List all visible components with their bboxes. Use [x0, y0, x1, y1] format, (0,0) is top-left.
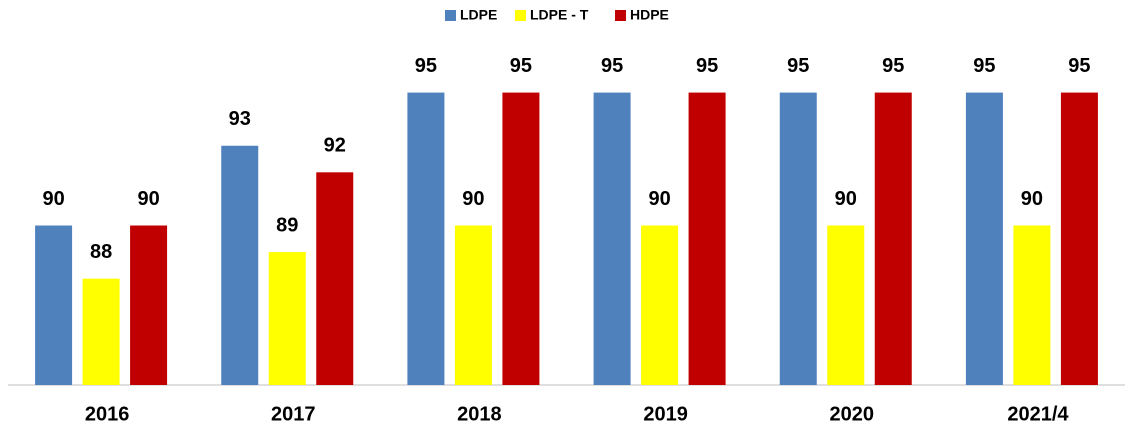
bar	[1013, 225, 1051, 385]
bar	[454, 225, 492, 385]
bar	[779, 92, 817, 385]
legend-swatch	[515, 10, 526, 21]
data-label: 90	[137, 188, 159, 210]
data-label: 95	[1068, 55, 1090, 77]
data-label: 95	[696, 55, 718, 77]
x-tick-label: 2020	[830, 403, 875, 425]
bar	[965, 92, 1003, 385]
bar	[688, 92, 726, 385]
bar	[82, 278, 120, 385]
data-label: 88	[90, 241, 112, 263]
x-tick-label: 2016	[85, 403, 130, 425]
data-label: 95	[882, 55, 904, 77]
legend-label: LDPE	[460, 7, 497, 23]
x-tick-label: 2017	[271, 403, 316, 425]
data-label: 95	[787, 55, 809, 77]
legend-swatch	[615, 10, 626, 21]
data-label: 90	[42, 188, 64, 210]
bar	[35, 225, 73, 385]
x-tick-label: 2018	[457, 403, 502, 425]
bar	[130, 225, 168, 385]
data-label: 95	[973, 55, 995, 77]
bar	[316, 172, 354, 385]
bar	[407, 92, 445, 385]
x-tick-label: 2021/4	[1007, 403, 1069, 425]
legend-label: HDPE	[630, 7, 669, 23]
bar	[874, 92, 912, 385]
bar	[593, 92, 631, 385]
data-label: 93	[229, 108, 251, 130]
data-label: 90	[1021, 188, 1043, 210]
data-label: 92	[324, 135, 346, 157]
data-label: 95	[510, 55, 532, 77]
bar	[502, 92, 540, 385]
bar	[221, 145, 259, 385]
data-label: 95	[415, 55, 437, 77]
data-label: 90	[462, 188, 484, 210]
data-label: 90	[835, 188, 857, 210]
bar	[1060, 92, 1098, 385]
legend-label: LDPE - T	[530, 7, 589, 23]
bar	[827, 225, 865, 385]
data-label: 95	[601, 55, 623, 77]
bar	[268, 252, 306, 385]
data-label: 89	[276, 214, 298, 236]
legend-swatch	[445, 10, 456, 21]
bar	[641, 225, 679, 385]
data-label: 90	[648, 188, 670, 210]
x-tick-label: 2019	[643, 403, 688, 425]
